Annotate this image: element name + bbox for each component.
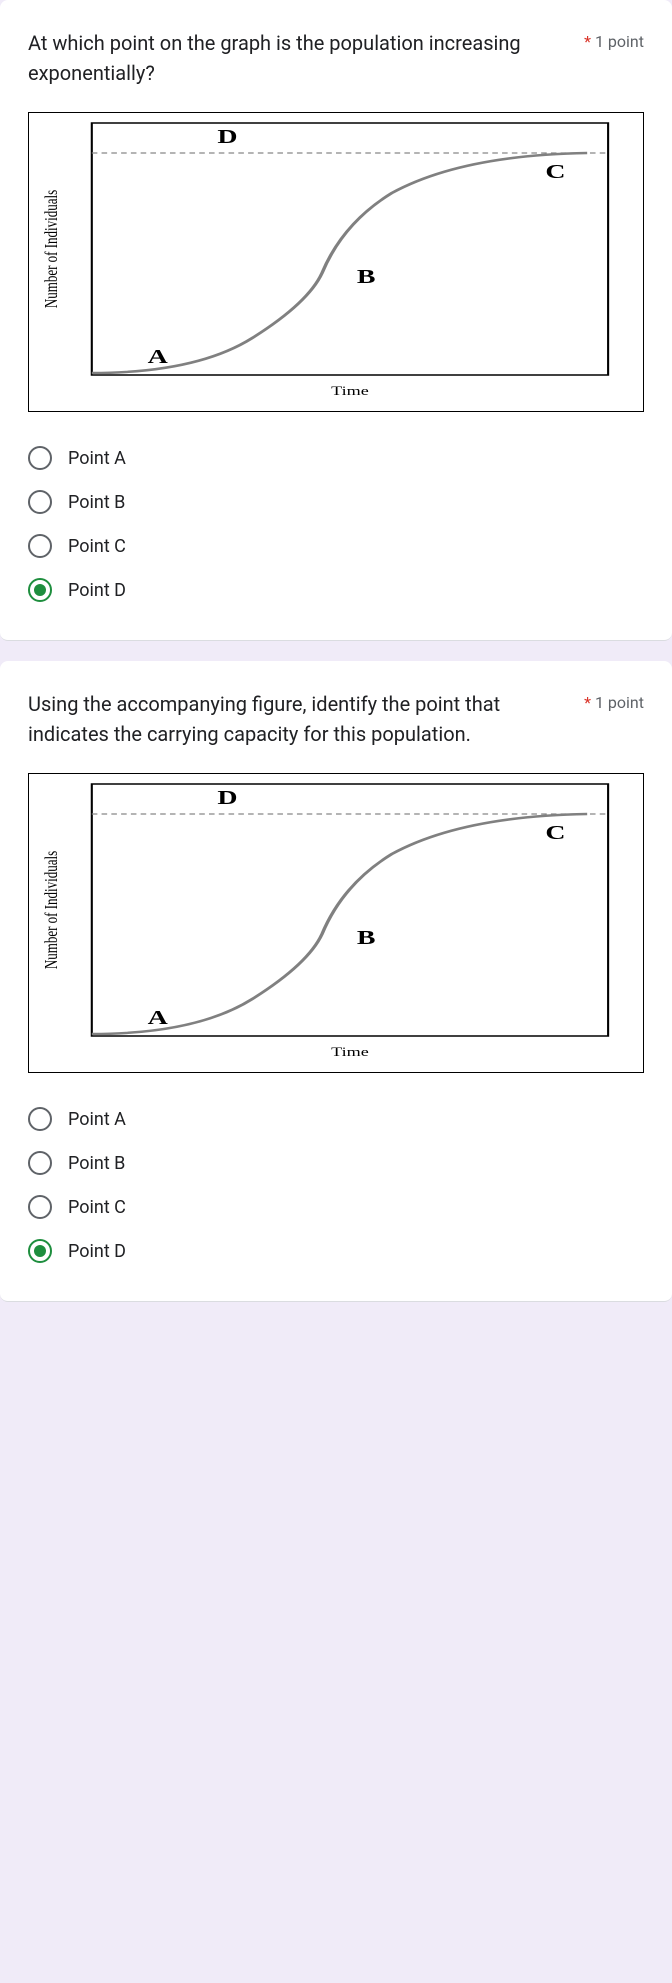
points-label: * 1 point — [584, 689, 644, 712]
option-label: Point A — [68, 1109, 126, 1130]
population-graph: A B C D Time Number of Individuals — [28, 773, 644, 1073]
svg-text:C: C — [545, 822, 565, 844]
points-text: 1 point — [595, 32, 644, 51]
radio-button[interactable] — [28, 534, 52, 558]
population-graph: A B C D Time Number of Individuals — [28, 112, 644, 412]
svg-text:Number of Individuals: Number of Individuals — [42, 851, 62, 969]
radio-button[interactable] — [28, 578, 52, 602]
radio-button[interactable] — [28, 1195, 52, 1219]
radio-button[interactable] — [28, 1239, 52, 1263]
question-header: Using the accompanying figure, identify … — [28, 689, 644, 749]
points-text: 1 point — [595, 693, 644, 712]
svg-text:A: A — [148, 346, 169, 368]
svg-text:A: A — [148, 1007, 169, 1029]
option-row[interactable]: Point D — [28, 1229, 644, 1273]
question-text: Using the accompanying figure, identify … — [28, 689, 576, 749]
question-card: At which point on the graph is the popul… — [0, 0, 672, 641]
question-header: At which point on the graph is the popul… — [28, 28, 644, 88]
radio-button[interactable] — [28, 1107, 52, 1131]
svg-text:C: C — [545, 161, 565, 183]
radio-button[interactable] — [28, 1151, 52, 1175]
option-row[interactable]: Point C — [28, 524, 644, 568]
radio-button[interactable] — [28, 446, 52, 470]
option-label: Point D — [68, 1241, 126, 1262]
option-row[interactable]: Point B — [28, 1141, 644, 1185]
svg-text:B: B — [357, 927, 376, 949]
option-row[interactable]: Point A — [28, 1097, 644, 1141]
option-label: Point B — [68, 1153, 125, 1174]
option-row[interactable]: Point B — [28, 480, 644, 524]
svg-text:D: D — [217, 126, 237, 148]
required-mark: * — [584, 693, 591, 712]
option-label: Point C — [68, 536, 126, 557]
question-card: Using the accompanying figure, identify … — [0, 661, 672, 1302]
option-label: Point D — [68, 580, 126, 601]
option-row[interactable]: Point C — [28, 1185, 644, 1229]
svg-text:D: D — [217, 787, 237, 809]
question-text: At which point on the graph is the popul… — [28, 28, 576, 88]
svg-text:Number of Individuals: Number of Individuals — [42, 190, 62, 308]
option-row[interactable]: Point A — [28, 436, 644, 480]
points-label: * 1 point — [584, 28, 644, 51]
svg-text:Time: Time — [331, 1045, 369, 1059]
radio-button[interactable] — [28, 490, 52, 514]
option-label: Point B — [68, 492, 125, 513]
svg-text:B: B — [357, 266, 376, 288]
option-row[interactable]: Point D — [28, 568, 644, 612]
svg-text:Time: Time — [331, 384, 369, 398]
required-mark: * — [584, 32, 591, 51]
option-label: Point A — [68, 448, 126, 469]
option-label: Point C — [68, 1197, 126, 1218]
